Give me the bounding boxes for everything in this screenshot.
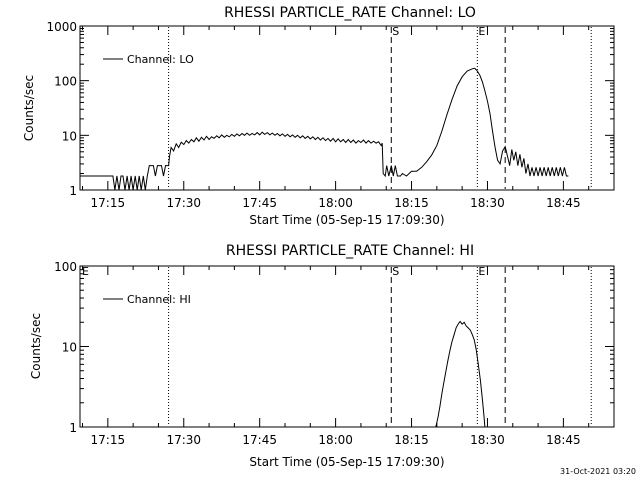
series-group: [435, 320, 486, 428]
date-stamp: 31-Oct-2021 03:20: [560, 467, 636, 476]
marker-label: E: [478, 25, 485, 38]
x-tick-label: 18:45: [546, 433, 581, 447]
x-tick-label: 18:30: [470, 433, 505, 447]
series-line: [80, 67, 569, 191]
x-axis: 17:15 17:30 17:45 18:00 18:15 18:30 18:45: [82, 26, 615, 210]
y-tick-label: 1: [69, 421, 77, 435]
time-markers: S EE: [82, 265, 592, 426]
x-tick-label: 18:15: [394, 196, 429, 210]
x-axis-label: Start Time (05-Sep-15 17:09:30): [249, 213, 444, 227]
x-tick-label: 18:30: [470, 196, 505, 210]
x-tick-label: 18:00: [318, 433, 353, 447]
x-tick-label: 17:45: [242, 433, 277, 447]
panel-lo: RHESSI PARTICLE_RATE Channel: LO 1101001…: [22, 5, 615, 227]
x-tick-label: 17:30: [166, 196, 201, 210]
x-tick-label: 18:15: [394, 433, 429, 447]
x-tick-label: 17:15: [91, 196, 126, 210]
legend: Channel: HI: [103, 293, 191, 306]
y-axis-label: Counts/sec: [22, 75, 36, 141]
marker-label: S: [392, 25, 399, 38]
x-tick-label: 17:45: [242, 196, 277, 210]
series-group: [80, 67, 569, 191]
y-tick-label: 100: [54, 75, 77, 89]
x-tick-label: 18:45: [546, 196, 581, 210]
marker-label: E: [82, 265, 89, 278]
x-tick-label: 18:00: [318, 196, 353, 210]
chart-title: RHESSI PARTICLE_RATE Channel: LO: [224, 5, 476, 21]
y-axis: 1 10 100: [54, 260, 614, 435]
y-tick-label: 1000: [46, 20, 77, 34]
x-tick-label: 17:30: [166, 433, 201, 447]
x-tick-label: 17:15: [91, 433, 126, 447]
x-axis-label: Start Time (05-Sep-15 17:09:30): [249, 455, 444, 469]
plot-frame: [79, 25, 615, 191]
y-tick-label: 10: [62, 341, 77, 355]
marker-label: E: [478, 265, 485, 278]
x-axis: 17:15 17:30 17:45 18:00 18:15 18:30 18:45: [82, 266, 615, 447]
marker-label: S: [392, 265, 399, 278]
legend-label: Channel: HI: [127, 293, 191, 306]
panel-hi: RHESSI PARTICLE_RATE Channel: HI 110100 …: [29, 243, 615, 469]
plot-frame: [79, 265, 615, 428]
y-tick-label: 10: [62, 129, 77, 143]
y-axis: 1 10 100 1000: [46, 20, 614, 198]
legend: Channel: LO: [103, 53, 194, 66]
chart-title: RHESSI PARTICLE_RATE Channel: HI: [226, 243, 474, 259]
y-tick-label: 1: [69, 184, 77, 198]
legend-label: Channel: LO: [127, 53, 194, 66]
y-tick-label: 100: [54, 260, 77, 274]
y-axis-label: Counts/sec: [29, 313, 43, 379]
series-line: [435, 320, 486, 428]
